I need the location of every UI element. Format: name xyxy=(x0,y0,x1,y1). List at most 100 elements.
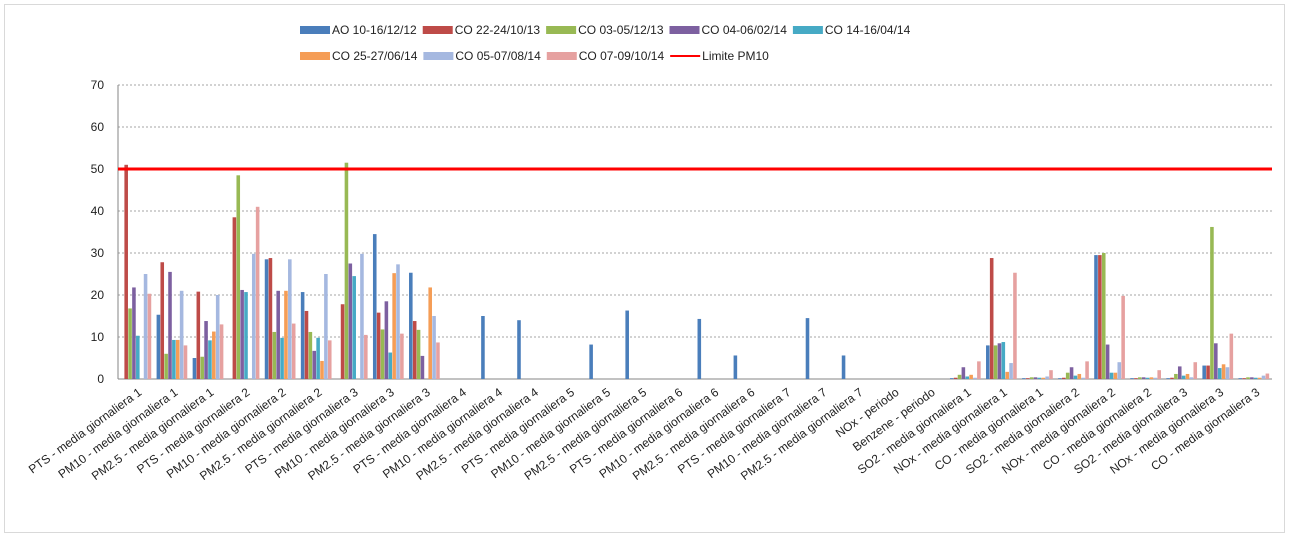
chart-area xyxy=(4,4,1285,533)
bar xyxy=(1049,370,1053,379)
bar xyxy=(327,340,332,379)
bar xyxy=(196,291,201,379)
bar xyxy=(1058,378,1062,379)
bar xyxy=(1130,378,1134,379)
bar xyxy=(360,253,364,379)
bar xyxy=(1085,361,1089,379)
bar xyxy=(969,374,973,379)
bar xyxy=(164,353,168,379)
bar xyxy=(1246,377,1250,379)
bar xyxy=(324,274,328,379)
bar xyxy=(1025,378,1030,379)
bar xyxy=(244,292,248,379)
bar xyxy=(997,343,1002,379)
bar xyxy=(953,377,958,379)
bar xyxy=(1202,365,1206,379)
bar xyxy=(1242,378,1246,379)
bar xyxy=(420,355,425,379)
bar xyxy=(1185,373,1190,379)
bar xyxy=(175,339,180,379)
bar xyxy=(1225,367,1230,379)
bar xyxy=(989,258,994,379)
bar xyxy=(1081,377,1085,379)
bar xyxy=(1229,333,1234,379)
bar xyxy=(276,290,280,379)
bar xyxy=(1265,373,1270,379)
bar xyxy=(1166,378,1170,379)
bar xyxy=(1069,367,1074,379)
bar xyxy=(304,310,309,379)
bar xyxy=(1210,226,1214,379)
bar xyxy=(1261,375,1266,379)
legend-label: CO 14-16/04/14 xyxy=(825,23,911,37)
bar xyxy=(128,308,132,379)
bar xyxy=(1037,377,1042,379)
bar xyxy=(1157,370,1161,379)
bar xyxy=(977,361,981,379)
bar xyxy=(1193,362,1198,379)
bar xyxy=(1217,368,1222,379)
bar xyxy=(291,323,296,379)
bar xyxy=(481,316,485,379)
bar xyxy=(1206,365,1210,379)
bar xyxy=(255,206,260,379)
bar xyxy=(1013,272,1017,379)
bar xyxy=(625,310,629,379)
bar xyxy=(156,314,161,379)
bar xyxy=(416,329,421,379)
bar xyxy=(396,264,400,379)
bar xyxy=(160,262,165,379)
bar xyxy=(251,253,256,379)
bar xyxy=(219,324,224,379)
bar xyxy=(143,274,148,379)
bar xyxy=(957,374,962,379)
bar xyxy=(1177,366,1182,379)
y-tick-label: 30 xyxy=(91,246,105,260)
bar xyxy=(1029,377,1034,379)
bar xyxy=(192,358,197,379)
bar xyxy=(965,376,970,379)
bar xyxy=(1065,372,1070,379)
legend-label: CO 25-27/06/14 xyxy=(332,49,418,63)
bar xyxy=(1214,343,1218,379)
bar xyxy=(364,334,368,379)
bar xyxy=(268,258,273,379)
bar xyxy=(348,263,353,379)
legend-label: CO 04-06/02/14 xyxy=(702,23,788,37)
bar xyxy=(1073,375,1078,379)
y-tick-label: 10 xyxy=(91,330,105,344)
y-tick-label: 70 xyxy=(91,78,105,92)
bar xyxy=(1094,255,1098,379)
bar xyxy=(1174,373,1178,379)
bar xyxy=(1109,372,1114,379)
legend-label: Limite PM10 xyxy=(702,49,769,63)
y-tick-label: 0 xyxy=(97,372,104,386)
bar xyxy=(124,164,128,379)
legend-swatch xyxy=(422,26,453,34)
bar xyxy=(993,345,998,379)
legend-label: CO 07-09/10/14 xyxy=(579,49,665,63)
y-tick-label: 60 xyxy=(91,120,105,134)
bar xyxy=(288,259,292,379)
legend-swatch xyxy=(300,26,330,34)
y-tick-label: 40 xyxy=(91,204,105,218)
bar xyxy=(1033,377,1038,379)
bar xyxy=(147,293,152,379)
bar xyxy=(1062,377,1066,379)
bar xyxy=(1009,363,1013,379)
bar xyxy=(1101,253,1106,379)
bar xyxy=(392,273,396,379)
bar xyxy=(272,331,277,379)
bar xyxy=(1138,377,1142,379)
bar xyxy=(1253,377,1258,379)
bar xyxy=(340,304,345,379)
bar xyxy=(215,295,220,379)
bar xyxy=(1238,378,1243,379)
bar xyxy=(1221,364,1226,379)
bar xyxy=(436,342,440,379)
bar xyxy=(428,287,432,379)
bar xyxy=(1001,342,1006,379)
bar xyxy=(240,289,244,379)
bar xyxy=(412,321,417,379)
